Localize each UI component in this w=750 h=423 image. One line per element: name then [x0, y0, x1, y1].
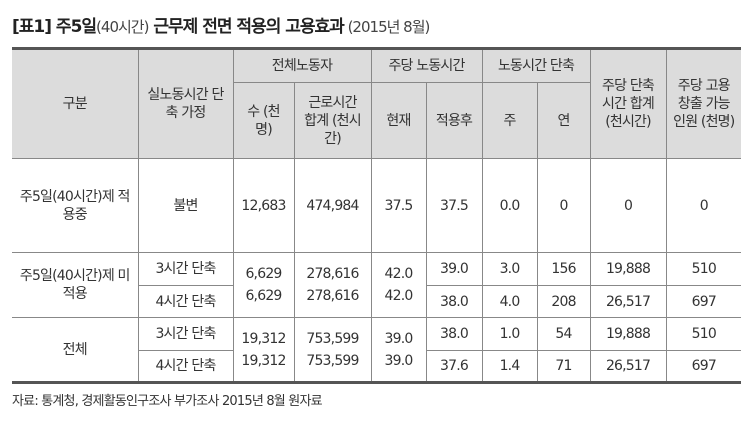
- cell-count: 19,312 19,312: [232, 317, 295, 383]
- header-weekly-total: 주당 단축시간 합계 (천시간): [589, 48, 667, 159]
- cell-after: 38.0: [425, 317, 483, 351]
- cell-after: 37.6: [425, 350, 483, 383]
- cell-jobs: 697: [665, 285, 742, 318]
- value: 753,599: [306, 352, 359, 369]
- title-paren: (40시간): [96, 18, 149, 36]
- row-group: 주5일(40시간)제 적용중: [12, 158, 139, 253]
- row-assumption: 3시간 단축: [137, 252, 234, 286]
- value: 278,616: [306, 266, 359, 282]
- cell-current: 39.0 39.0: [370, 317, 427, 383]
- value: 278,616: [306, 288, 359, 304]
- header-assumption: 실노동시간 단축 가정: [137, 48, 234, 159]
- cell-year: 71: [536, 350, 591, 383]
- cell-total: 26,517: [589, 285, 667, 318]
- value: 19,312: [241, 330, 286, 347]
- header-year: 연: [536, 82, 591, 159]
- cell-week: 1.4: [481, 350, 538, 383]
- cell-after: 39.0: [425, 252, 483, 286]
- cell-week: 0.0: [481, 158, 538, 253]
- cell-jobs: 0: [665, 158, 742, 253]
- value: 19,312: [241, 352, 286, 369]
- header-weekly-hours: 주당 노동시간: [370, 48, 483, 83]
- cell-total: 19,888: [589, 317, 667, 351]
- row-group: 주5일(40시간)제 미적용: [12, 252, 139, 318]
- table-row: 주5일(40시간)제 적용중 불변 12,683 474,984 37.5 37…: [12, 158, 742, 253]
- header-after: 적용후: [425, 82, 483, 159]
- header-week: 주: [481, 82, 538, 159]
- value: 6,629: [245, 288, 282, 304]
- table-row: 전체 3시간 단축 19,312 19,312 753,599 753,599 39…: [12, 317, 742, 383]
- table-row: 주5일(40시간)제 미적용 3시간 단축 6,629 6,629 278,616…: [12, 252, 742, 318]
- header-all-workers: 전체노동자: [232, 48, 372, 83]
- cell-hours: 474,984: [293, 158, 372, 253]
- cell-jobs: 510: [665, 252, 742, 286]
- cell-after: 38.0: [425, 285, 483, 318]
- cell-week: 3.0: [481, 252, 538, 286]
- cell-jobs: 510: [665, 317, 742, 351]
- header-count: 수 (천명): [233, 82, 295, 159]
- table-row: 4시간 단축 37.6 1.4 71 26,517 697: [12, 350, 742, 383]
- row-assumption: 불변: [137, 158, 234, 253]
- header-current: 현재: [370, 82, 427, 159]
- cell-current: 37.5: [370, 158, 427, 253]
- source-note: 자료: 통계청, 경제활동인구조사 부가조사 2015년 8월 원자료: [12, 394, 323, 409]
- value: 42.0: [384, 288, 414, 304]
- header-reduction: 노동시간 단축: [481, 48, 591, 83]
- header-gubun: 구분: [12, 48, 139, 159]
- value: 39.0: [384, 352, 414, 369]
- row-assumption: 3시간 단축: [137, 317, 234, 351]
- cell-year: 156: [536, 252, 591, 286]
- cell-year: 54: [536, 317, 591, 351]
- title-main: [표1] 주5일: [12, 17, 97, 37]
- cell-jobs: 697: [665, 350, 742, 383]
- title-date: (2015년 8월): [343, 18, 431, 36]
- cell-hours: 278,616 278,616: [293, 252, 372, 318]
- cell-after: 37.5: [425, 158, 483, 253]
- row-assumption: 4시간 단축: [138, 350, 234, 383]
- employment-effect-table: 구분 실노동시간 단축 가정 전체노동자 주당 노동시간 노동시간 단축 주당 …: [12, 47, 742, 384]
- title-rest: 근무제 전면 적용의 고용효과: [148, 17, 344, 37]
- value: 39.0: [384, 330, 414, 347]
- value: 42.0: [384, 266, 414, 282]
- cell-week: 4.0: [481, 285, 538, 318]
- header-hours-total: 근로시간 합계 (천시간): [293, 82, 372, 159]
- cell-count: 12,683: [232, 158, 295, 253]
- cell-week: 1.0: [481, 317, 538, 351]
- cell-count: 6,629 6,629: [232, 252, 295, 318]
- value: 753,599: [306, 330, 359, 347]
- cell-current: 42.0 42.0: [370, 252, 427, 318]
- cell-hours: 753,599 753,599: [293, 317, 372, 383]
- cell-total: 26,517: [589, 350, 667, 383]
- row-group: 전체: [12, 317, 139, 383]
- header-jobs: 주당 고용창출 가능인원 (천명): [665, 48, 742, 159]
- cell-total: 19,888: [589, 252, 667, 286]
- row-assumption: 4시간 단축: [138, 285, 234, 318]
- cell-year: 208: [536, 285, 591, 318]
- cell-total: 0: [589, 158, 667, 253]
- cell-year: 0: [536, 158, 591, 253]
- table-title: [표1] 주5일(40시간) 근무제 전면 적용의 고용효과 (2015년 8월…: [12, 12, 431, 37]
- value: 6,629: [245, 266, 282, 282]
